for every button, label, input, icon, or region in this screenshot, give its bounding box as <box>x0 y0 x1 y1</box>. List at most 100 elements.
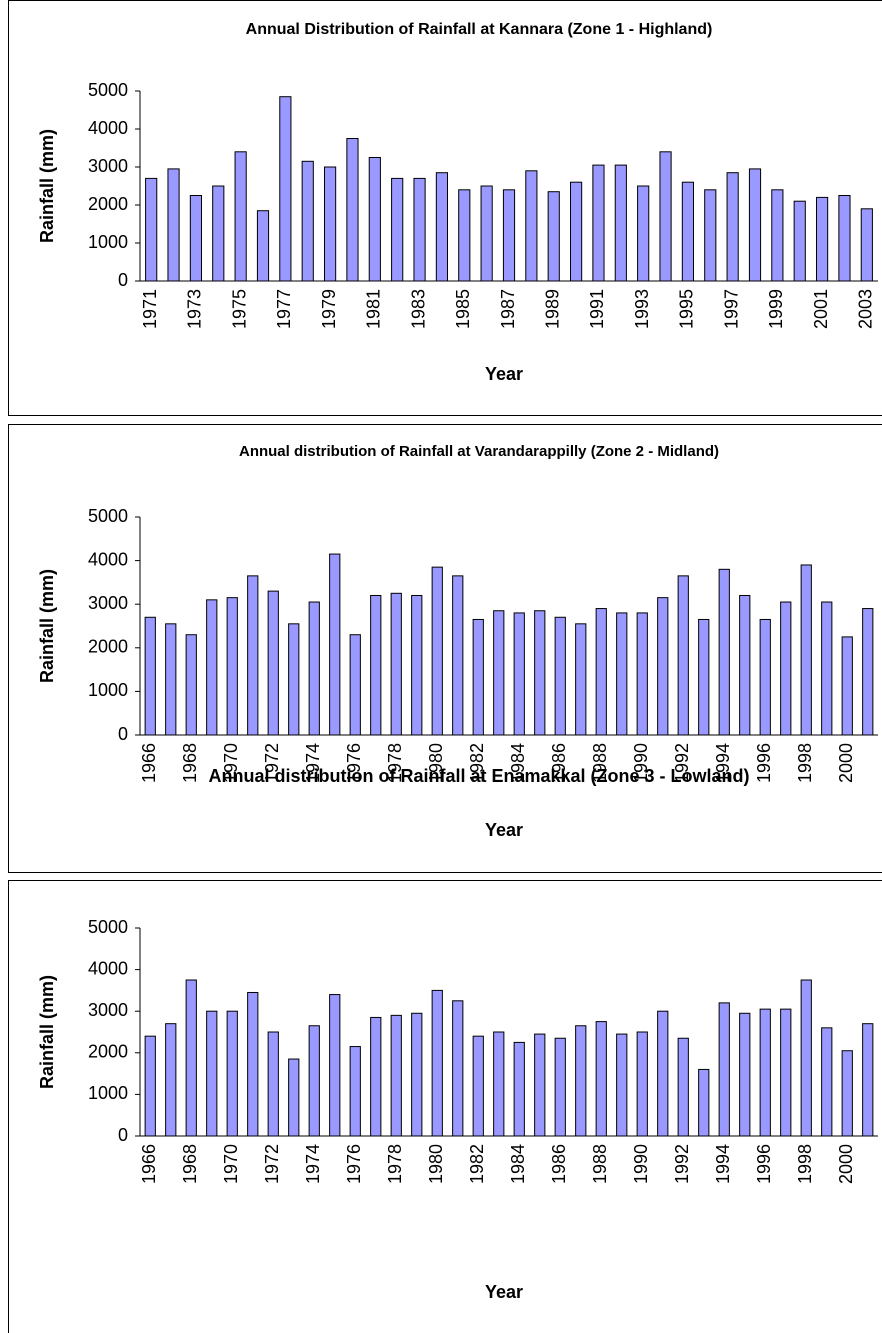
bar <box>206 599 218 736</box>
bar <box>677 575 689 736</box>
x-tick-label: 1978 <box>385 743 405 783</box>
bar <box>525 170 538 282</box>
x-tick-label: 1997 <box>721 289 741 329</box>
x-tick-label: 1974 <box>303 1144 323 1184</box>
bar <box>212 185 225 282</box>
bar <box>167 168 180 282</box>
bar <box>759 618 771 736</box>
bar <box>616 612 628 736</box>
x-tick-label: 1978 <box>385 1144 405 1184</box>
bar <box>234 151 247 282</box>
bar <box>637 185 650 282</box>
x-tick-label: 2000 <box>836 743 856 783</box>
y-tick-label: 3000 <box>88 156 128 176</box>
bar <box>308 1025 320 1137</box>
bar <box>247 575 259 736</box>
x-tick-label: 1972 <box>262 1144 282 1184</box>
x-tick-label: 1994 <box>713 743 733 783</box>
x-tick-label: 1975 <box>229 289 249 329</box>
bar <box>704 189 717 282</box>
bar <box>636 612 648 736</box>
bar <box>431 566 443 736</box>
bar <box>435 172 448 282</box>
y-tick-label: 1000 <box>88 1083 128 1103</box>
x-tick-label: 1968 <box>180 743 200 783</box>
chart-title: Annual distribution of Rainfall at Varan… <box>239 443 719 460</box>
x-tick-label: 1988 <box>590 1144 610 1184</box>
x-tick-label: 1996 <box>754 1144 774 1184</box>
bar <box>816 196 829 282</box>
bar <box>659 151 672 282</box>
bar <box>841 1050 853 1137</box>
y-tick-label: 5000 <box>88 80 128 100</box>
bar <box>472 618 484 736</box>
x-tick-label: 1984 <box>508 743 528 783</box>
x-tick-label: 1982 <box>467 743 487 783</box>
bar <box>748 168 762 282</box>
bar <box>145 177 158 282</box>
y-tick-label: 4000 <box>88 118 128 138</box>
x-tick-label: 1992 <box>672 1144 692 1184</box>
chart-frame <box>8 0 882 416</box>
bar <box>800 979 812 1137</box>
y-tick-label: 2000 <box>88 637 128 657</box>
bar <box>370 594 382 736</box>
y-tick-label: 0 <box>118 724 128 744</box>
bar <box>726 172 739 282</box>
bar <box>256 210 270 282</box>
bar <box>165 1023 177 1137</box>
bar <box>329 994 341 1137</box>
x-tick-label: 1986 <box>549 1144 569 1184</box>
x-tick-label: 1992 <box>672 743 692 783</box>
y-tick-label: 0 <box>118 1125 128 1145</box>
y-tick-label: 5000 <box>88 506 128 526</box>
bar <box>189 195 202 282</box>
y-axis-label: Rainfall (mm) <box>37 975 57 1089</box>
x-axis-label: Year <box>485 1282 523 1302</box>
bar <box>841 636 853 736</box>
bar <box>534 1033 546 1137</box>
bar <box>739 594 751 736</box>
y-axis-label: Rainfall (mm) <box>37 129 57 243</box>
bar <box>821 1027 833 1137</box>
x-tick-label: 2003 <box>856 289 876 329</box>
x-tick-label: 1984 <box>508 1144 528 1184</box>
bar <box>390 1014 402 1137</box>
x-tick-label: 1994 <box>713 1144 733 1184</box>
x-tick-label: 1983 <box>408 289 428 329</box>
bar <box>513 612 525 736</box>
bar <box>657 1010 669 1137</box>
y-tick-label: 2000 <box>88 194 128 214</box>
bar <box>502 189 516 282</box>
bar <box>431 989 443 1137</box>
bar <box>493 610 505 736</box>
bar <box>677 1037 689 1137</box>
bar <box>595 1021 607 1137</box>
y-tick-label: 5000 <box>88 917 128 937</box>
x-tick-label: 1973 <box>185 289 205 329</box>
bar <box>793 200 806 282</box>
x-tick-label: 1996 <box>754 743 774 783</box>
bar <box>329 553 341 736</box>
bar <box>718 1002 730 1137</box>
bar <box>838 195 851 282</box>
bar <box>636 1031 648 1137</box>
bar <box>698 618 710 736</box>
bar <box>570 181 583 282</box>
x-tick-label: 1991 <box>587 289 607 329</box>
bar <box>346 138 359 282</box>
bar <box>472 1035 484 1137</box>
bar <box>226 1010 238 1137</box>
x-tick-label: 1971 <box>140 289 160 329</box>
x-tick-label: 1979 <box>319 289 339 329</box>
chart-title: Annual Distribution of Rainfall at Kanna… <box>246 21 713 38</box>
bar <box>718 568 730 736</box>
x-tick-label: 1974 <box>303 743 323 783</box>
bar <box>411 1012 423 1137</box>
x-tick-label: 2001 <box>811 289 831 329</box>
bar <box>657 597 669 736</box>
bar <box>698 1068 710 1137</box>
bar <box>390 592 402 736</box>
bar <box>780 601 792 736</box>
bar <box>247 991 259 1137</box>
